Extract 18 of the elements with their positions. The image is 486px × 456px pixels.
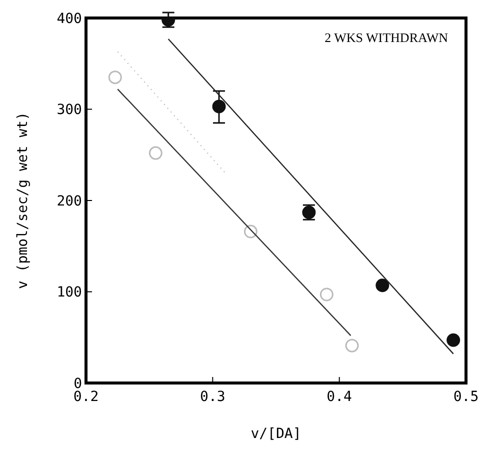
y-tick-label: 100 bbox=[56, 284, 82, 301]
point bbox=[345, 338, 359, 352]
point bbox=[148, 146, 162, 160]
x-axis-title: v/[DA] bbox=[250, 426, 302, 442]
y-tick-label: 400 bbox=[56, 10, 82, 27]
point bbox=[320, 288, 334, 302]
point bbox=[446, 333, 460, 347]
point bbox=[212, 100, 226, 114]
point bbox=[244, 224, 258, 238]
x-tick-label: 0.5 bbox=[453, 388, 479, 405]
point bbox=[108, 70, 122, 84]
y-axis-title: v (pmol/sec/g wet wt) bbox=[14, 112, 31, 290]
y-tick-label: 300 bbox=[56, 102, 82, 118]
x-tick-label: 0.3 bbox=[200, 388, 226, 405]
annotation: 2 WKS WITHDRAWN bbox=[324, 30, 448, 46]
x-tick-label: 0.4 bbox=[326, 388, 352, 405]
y-tick-label: 200 bbox=[56, 193, 82, 210]
point bbox=[376, 278, 390, 292]
